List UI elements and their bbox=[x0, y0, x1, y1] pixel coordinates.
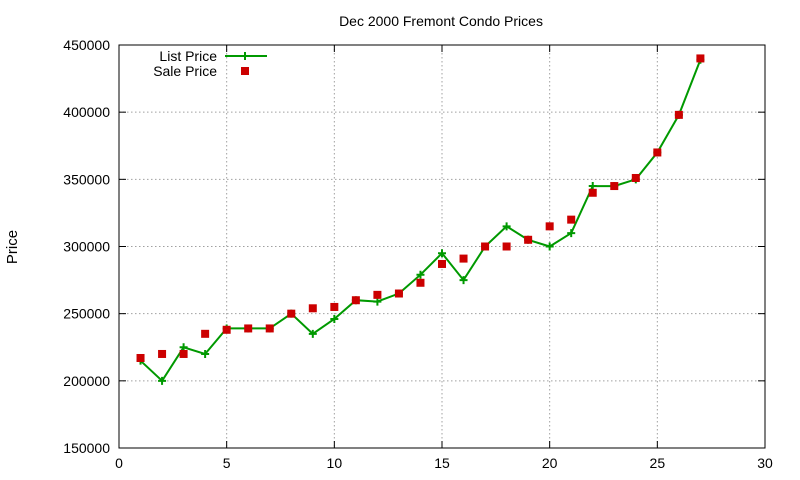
list-price-point bbox=[330, 315, 339, 324]
legend-label-list-price: List Price bbox=[159, 48, 217, 64]
y-tick-label: 350000 bbox=[63, 171, 110, 187]
sale-price-point bbox=[610, 182, 619, 191]
list-price-point bbox=[459, 276, 468, 285]
y-axis-label: Price bbox=[4, 230, 21, 264]
list-price-point bbox=[438, 249, 446, 258]
y-tick-label: 200000 bbox=[63, 373, 110, 389]
list-price-point bbox=[201, 349, 210, 358]
chart-title: Dec 2000 Fremont Condo Prices bbox=[339, 13, 543, 29]
x-tick-label: 25 bbox=[650, 455, 666, 471]
sale-price-point bbox=[244, 324, 253, 333]
sale-price-point bbox=[158, 349, 167, 358]
x-tick-label: 15 bbox=[434, 455, 450, 471]
list-price-point bbox=[158, 376, 167, 385]
sale-price-point bbox=[459, 254, 468, 263]
sale-price-point bbox=[653, 148, 662, 157]
y-tick-label: 300000 bbox=[63, 239, 110, 255]
sale-price-point bbox=[201, 329, 210, 338]
sale-price-point bbox=[545, 222, 554, 231]
sale-price-point bbox=[179, 349, 188, 358]
sale-price-point bbox=[524, 235, 533, 244]
grid-lines bbox=[119, 45, 765, 448]
sale-price-point bbox=[588, 188, 597, 197]
sale-price-point bbox=[287, 309, 296, 318]
y-tick-label: 250000 bbox=[63, 306, 110, 322]
tick-labels: 0 5 10 15 20 25 30 150000 200000 250000 300000 3500… bbox=[63, 37, 773, 471]
sale-price-point bbox=[222, 325, 231, 334]
sale-price-point bbox=[330, 302, 339, 311]
legend-marker-sale-price bbox=[241, 67, 249, 75]
axis-ticks bbox=[118, 44, 766, 449]
sale-price-point bbox=[502, 242, 511, 251]
sale-price-point bbox=[394, 289, 403, 298]
x-tick-label: 0 bbox=[115, 455, 123, 471]
y-tick-label: 450000 bbox=[63, 37, 110, 53]
list-price-point bbox=[373, 297, 382, 306]
sale-price-point bbox=[567, 215, 576, 224]
list-price-point bbox=[567, 229, 576, 238]
sale-price-point bbox=[481, 242, 490, 251]
sale-price-point bbox=[351, 296, 360, 305]
list-price-point bbox=[502, 222, 511, 231]
list-price-point bbox=[179, 343, 188, 352]
sale-price-point bbox=[696, 54, 705, 63]
series-layer bbox=[136, 54, 705, 385]
list-price-point bbox=[545, 242, 554, 251]
sale-price-point bbox=[308, 304, 317, 313]
x-tick-label: 30 bbox=[757, 455, 773, 471]
x-tick-label: 10 bbox=[327, 455, 343, 471]
list-price-point bbox=[416, 270, 425, 279]
x-tick-label: 5 bbox=[223, 455, 231, 471]
legend-label-sale-price: Sale Price bbox=[153, 63, 217, 79]
list-price-point bbox=[308, 329, 317, 338]
sale-price-point bbox=[438, 259, 446, 268]
y-tick-label: 400000 bbox=[63, 104, 110, 120]
sale-price-point bbox=[136, 353, 145, 362]
sale-price-point bbox=[631, 173, 640, 182]
legend: List Price Sale Price bbox=[153, 48, 267, 79]
sale-price-point bbox=[416, 278, 425, 287]
list-price-point bbox=[588, 182, 597, 191]
sale-price-point bbox=[674, 110, 683, 119]
y-tick-label: 150000 bbox=[63, 440, 110, 456]
sale-price-point bbox=[265, 324, 274, 333]
legend-marker-list-price bbox=[241, 52, 249, 60]
sale-price-point bbox=[373, 290, 382, 299]
x-tick-label: 20 bbox=[542, 455, 558, 471]
